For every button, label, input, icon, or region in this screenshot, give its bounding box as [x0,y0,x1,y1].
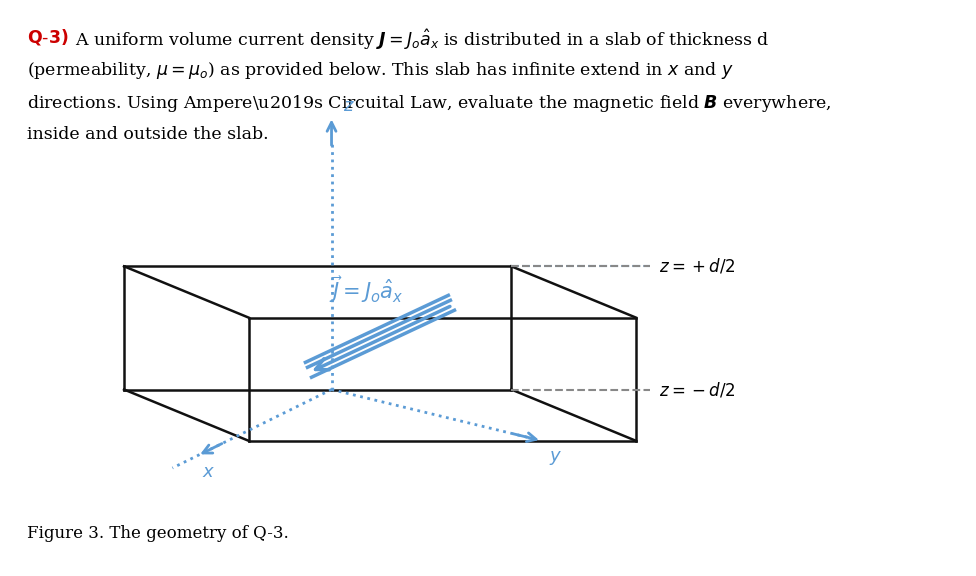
Text: $\vec{J} = J_o\hat{a}_x$: $\vec{J} = J_o\hat{a}_x$ [329,275,404,305]
Text: Figure 3. The geometry of Q-3.: Figure 3. The geometry of Q-3. [27,525,289,542]
Text: A uniform volume current density $\boldsymbol{J} = J_o\hat{a}_x$ is distributed : A uniform volume current density $\bolds… [75,27,770,51]
Text: $y$: $y$ [549,449,562,467]
Text: $x$: $x$ [202,464,216,482]
Text: (permeability, $\mu = \mu_o$) as provided below. This slab has infinite extend i: (permeability, $\mu = \mu_o$) as provide… [27,60,734,81]
Text: $\bf{Q\text{-}3)}$: $\bf{Q\text{-}3)}$ [27,27,68,47]
Text: $z = -d/2$: $z = -d/2$ [659,380,735,399]
Text: $z = +d/2$: $z = +d/2$ [659,257,735,276]
Text: $z$: $z$ [343,97,354,115]
Text: inside and outside the slab.: inside and outside the slab. [27,126,268,143]
Text: directions. Using Ampere\u2019s Circuital Law, evaluate the magnetic field $\bol: directions. Using Ampere\u2019s Circuita… [27,93,832,114]
